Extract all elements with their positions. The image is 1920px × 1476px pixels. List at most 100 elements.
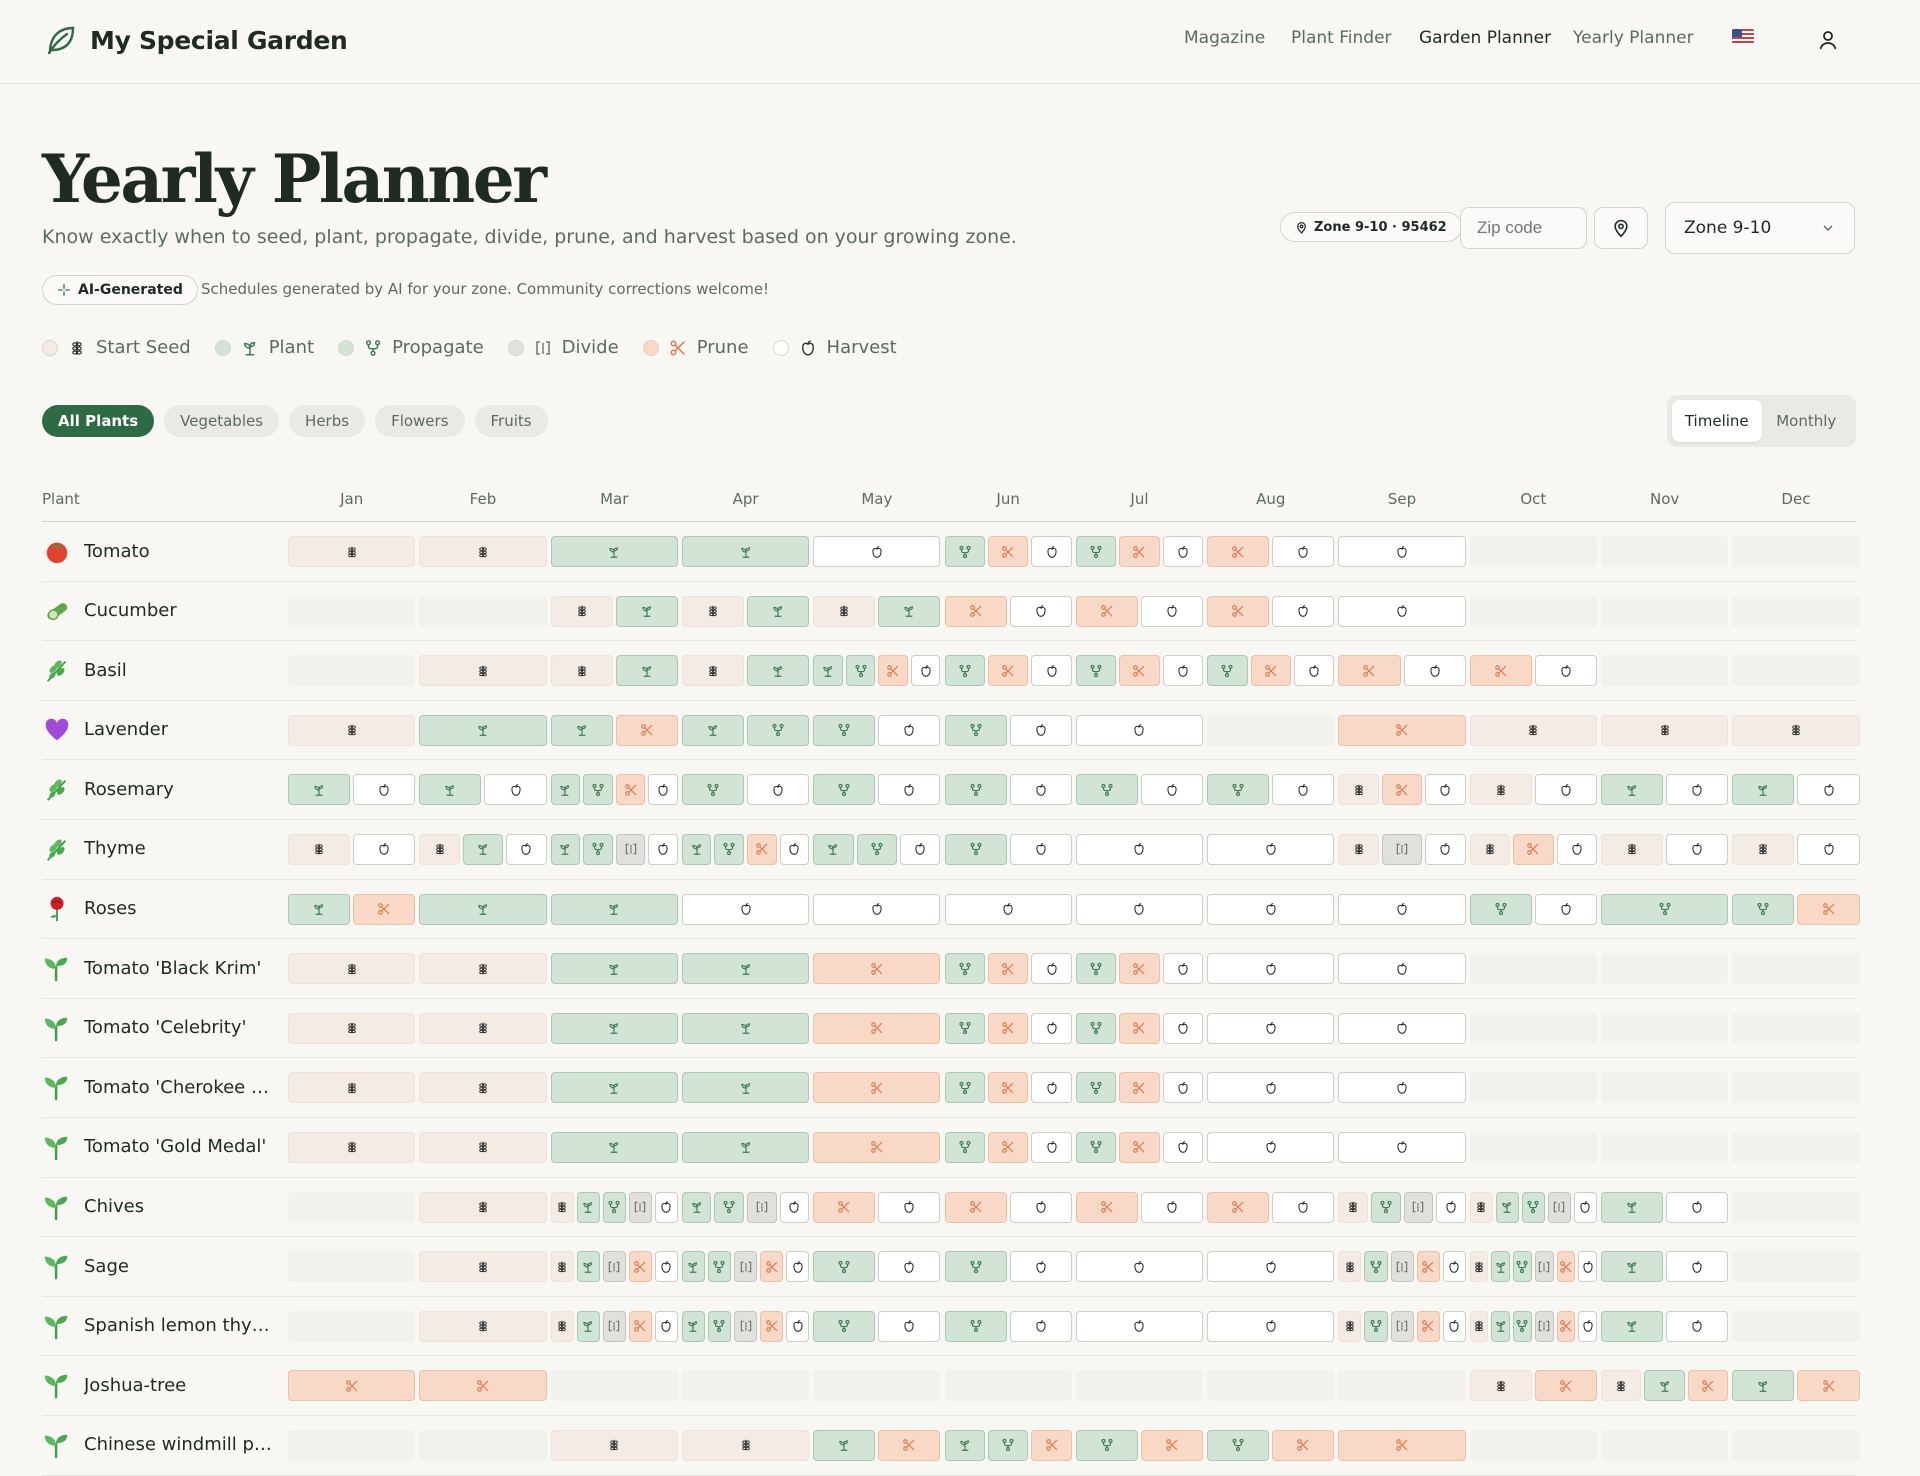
- activity-cell-divide[interactable]: [1390, 1310, 1414, 1342]
- activity-cell-prop[interactable]: [944, 1072, 985, 1104]
- activity-cell-harvest[interactable]: [944, 893, 1072, 925]
- activity-cell-seed[interactable]: [419, 1191, 547, 1223]
- legend-item-plant[interactable]: Plant: [214, 337, 314, 358]
- activity-cell-prop[interactable]: [1207, 655, 1248, 687]
- activity-cell-plant[interactable]: [944, 1429, 985, 1461]
- activity-cell-prune[interactable]: [1272, 1429, 1335, 1461]
- filter-chip-fruits[interactable]: Fruits: [474, 405, 548, 437]
- activity-cell-harvest[interactable]: [878, 1191, 941, 1223]
- activity-cell-plant[interactable]: [747, 655, 810, 687]
- nav-garden-planner[interactable]: Garden Planner: [1419, 28, 1552, 48]
- activity-cell-prop[interactable]: [1364, 1310, 1388, 1342]
- activity-cell-harvest[interactable]: [353, 774, 416, 806]
- activity-cell-divide[interactable]: [1403, 1191, 1434, 1223]
- activity-cell-prop[interactable]: [1364, 1251, 1388, 1283]
- activity-cell-prune[interactable]: [1338, 655, 1401, 687]
- activity-cell-prune[interactable]: [1556, 1251, 1576, 1283]
- activity-cell-harvest[interactable]: [1075, 833, 1204, 865]
- activity-cell-harvest[interactable]: [1442, 1310, 1466, 1342]
- activity-cell-harvest[interactable]: [1162, 1131, 1204, 1163]
- activity-cell-harvest[interactable]: [1338, 536, 1466, 567]
- activity-cell-prop[interactable]: [1732, 893, 1795, 925]
- activity-cell-prop[interactable]: [681, 774, 745, 806]
- activity-cell-prune[interactable]: [1207, 536, 1270, 567]
- activity-cell-harvest[interactable]: [1338, 953, 1466, 985]
- activity-cell-harvest[interactable]: [1272, 1191, 1335, 1223]
- activity-cell-divide[interactable]: [602, 1251, 626, 1283]
- activity-cell-prune[interactable]: [1556, 1310, 1576, 1342]
- activity-cell-prop[interactable]: [714, 833, 745, 865]
- activity-cell-prune[interactable]: [813, 1072, 941, 1104]
- activity-cell-prop[interactable]: [944, 953, 985, 985]
- activity-cell-harvest[interactable]: [1009, 1310, 1072, 1342]
- activity-cell-harvest[interactable]: [353, 833, 416, 865]
- activity-cell-prop[interactable]: [583, 774, 613, 806]
- activity-cell-harvest[interactable]: [1075, 1251, 1204, 1283]
- activity-cell-seed[interactable]: [288, 953, 416, 985]
- activity-cell-prune[interactable]: [813, 1131, 941, 1163]
- activity-cell-prune[interactable]: [1469, 655, 1532, 687]
- activity-cell-prune[interactable]: [1075, 1191, 1138, 1223]
- plant-name-cell[interactable]: Joshua-tree: [42, 1356, 186, 1414]
- activity-cell-plant[interactable]: [550, 1072, 678, 1104]
- activity-cell-seed[interactable]: [288, 1131, 416, 1163]
- activity-cell-seed[interactable]: [550, 1191, 574, 1223]
- activity-cell-harvest[interactable]: [1425, 774, 1466, 806]
- plant-name-cell[interactable]: Chives: [42, 1178, 144, 1236]
- activity-cell-harvest[interactable]: [779, 1191, 810, 1223]
- activity-cell-seed[interactable]: [419, 953, 547, 985]
- activity-cell-plant[interactable]: [419, 774, 482, 806]
- activity-cell-harvest[interactable]: [648, 774, 678, 806]
- activity-cell-harvest[interactable]: [1009, 714, 1072, 746]
- activity-cell-seed[interactable]: [1601, 833, 1664, 865]
- plant-name-cell[interactable]: Tomato 'Celebrity': [42, 999, 246, 1057]
- activity-cell-harvest[interactable]: [1272, 536, 1335, 567]
- activity-cell-plant[interactable]: [576, 1191, 600, 1223]
- activity-cell-plant[interactable]: [681, 714, 745, 746]
- legend-item-prop[interactable]: Propagate: [338, 337, 484, 358]
- plant-name-cell[interactable]: Lavender: [42, 701, 168, 759]
- activity-cell-prune[interactable]: [1119, 655, 1160, 687]
- activity-cell-prop[interactable]: [856, 833, 898, 865]
- activity-cell-harvest[interactable]: [1009, 833, 1072, 865]
- activity-cell-prune[interactable]: [1119, 1131, 1160, 1163]
- activity-cell-harvest[interactable]: [1338, 595, 1466, 627]
- activity-cell-prop[interactable]: [1370, 1191, 1401, 1223]
- activity-cell-harvest[interactable]: [1534, 774, 1597, 806]
- activity-cell-prune[interactable]: [1797, 893, 1860, 925]
- activity-cell-prune[interactable]: [760, 1251, 784, 1283]
- activity-cell-prune[interactable]: [1140, 1429, 1204, 1461]
- plant-name-cell[interactable]: Tomato 'Gold Medal': [42, 1118, 266, 1176]
- activity-cell-harvest[interactable]: [900, 833, 941, 865]
- activity-cell-prune[interactable]: [944, 595, 1007, 627]
- activity-cell-prune[interactable]: [987, 1012, 1029, 1044]
- activity-cell-harvest[interactable]: [1436, 1191, 1466, 1223]
- activity-cell-harvest[interactable]: [1031, 1131, 1072, 1163]
- activity-cell-harvest[interactable]: [648, 833, 678, 865]
- activity-cell-prune[interactable]: [628, 1251, 652, 1283]
- activity-cell-harvest[interactable]: [1009, 774, 1072, 806]
- activity-cell-prop[interactable]: [1075, 1072, 1117, 1104]
- activity-cell-harvest[interactable]: [1338, 1131, 1466, 1163]
- plant-name-cell[interactable]: Cucumber: [42, 582, 177, 640]
- activity-cell-prune[interactable]: [878, 1429, 941, 1461]
- activity-cell-divide[interactable]: [1381, 833, 1423, 865]
- activity-cell-plant[interactable]: [462, 833, 504, 865]
- activity-cell-harvest[interactable]: [1666, 833, 1729, 865]
- activity-cell-prop[interactable]: [813, 1251, 876, 1283]
- activity-cell-harvest[interactable]: [1207, 893, 1335, 925]
- activity-cell-harvest[interactable]: [1338, 1012, 1466, 1044]
- plant-name-cell[interactable]: Tomato: [42, 522, 150, 580]
- activity-cell-prop[interactable]: [1513, 1310, 1532, 1342]
- activity-cell-seed[interactable]: [1469, 1370, 1532, 1402]
- activity-cell-prune[interactable]: [1338, 714, 1466, 746]
- activity-cell-prop[interactable]: [602, 1191, 626, 1223]
- activity-cell-prop[interactable]: [944, 1251, 1007, 1283]
- activity-cell-divide[interactable]: [1534, 1310, 1554, 1342]
- activity-cell-plant[interactable]: [550, 1131, 678, 1163]
- activity-cell-seed[interactable]: [681, 655, 745, 687]
- activity-cell-prune[interactable]: [747, 833, 777, 865]
- activity-cell-seed[interactable]: [1338, 833, 1379, 865]
- activity-cell-harvest[interactable]: [1338, 1072, 1466, 1104]
- zone-select[interactable]: Zone 9-10: [1665, 202, 1855, 254]
